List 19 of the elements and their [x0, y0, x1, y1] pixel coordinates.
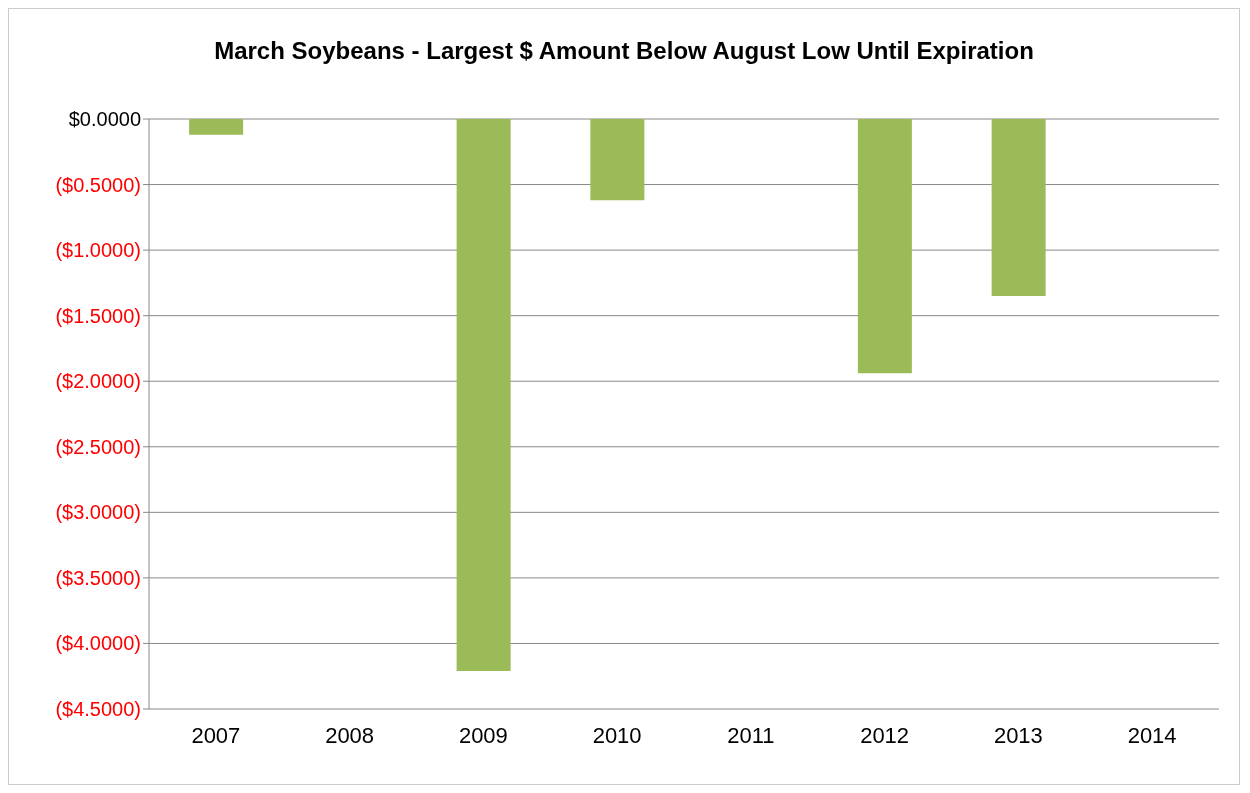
x-tick-label: 2010 — [592, 722, 642, 748]
x-tick-label: 2009 — [458, 722, 508, 748]
x-tick-label: 2007 — [191, 722, 241, 748]
y-tick-label: ($2.0000) — [55, 370, 141, 393]
y-tick-label: ($1.5000) — [55, 304, 141, 327]
y-tick-label: ($3.0000) — [55, 501, 141, 524]
x-tick-label: 2014 — [1127, 722, 1177, 748]
y-tick-label: ($0.5000) — [55, 173, 141, 196]
x-tick-label: 2012 — [860, 722, 910, 748]
y-tick-label: ($4.5000) — [55, 698, 141, 720]
x-tick-label: 2008 — [325, 722, 375, 748]
x-tick-label: 2011 — [727, 722, 775, 748]
y-tick-label: ($4.0000) — [55, 632, 141, 655]
y-tick-label: $0.0000 — [68, 108, 141, 130]
y-tick-label: ($3.5000) — [55, 566, 141, 589]
y-tick-label: ($2.5000) — [55, 435, 141, 458]
y-tick-label: ($1.0000) — [55, 239, 141, 262]
x-tick-label: 2013 — [993, 722, 1043, 748]
chart-title: March Soybeans - Largest $ Amount Below August Low Until Expiration — [213, 36, 1035, 66]
